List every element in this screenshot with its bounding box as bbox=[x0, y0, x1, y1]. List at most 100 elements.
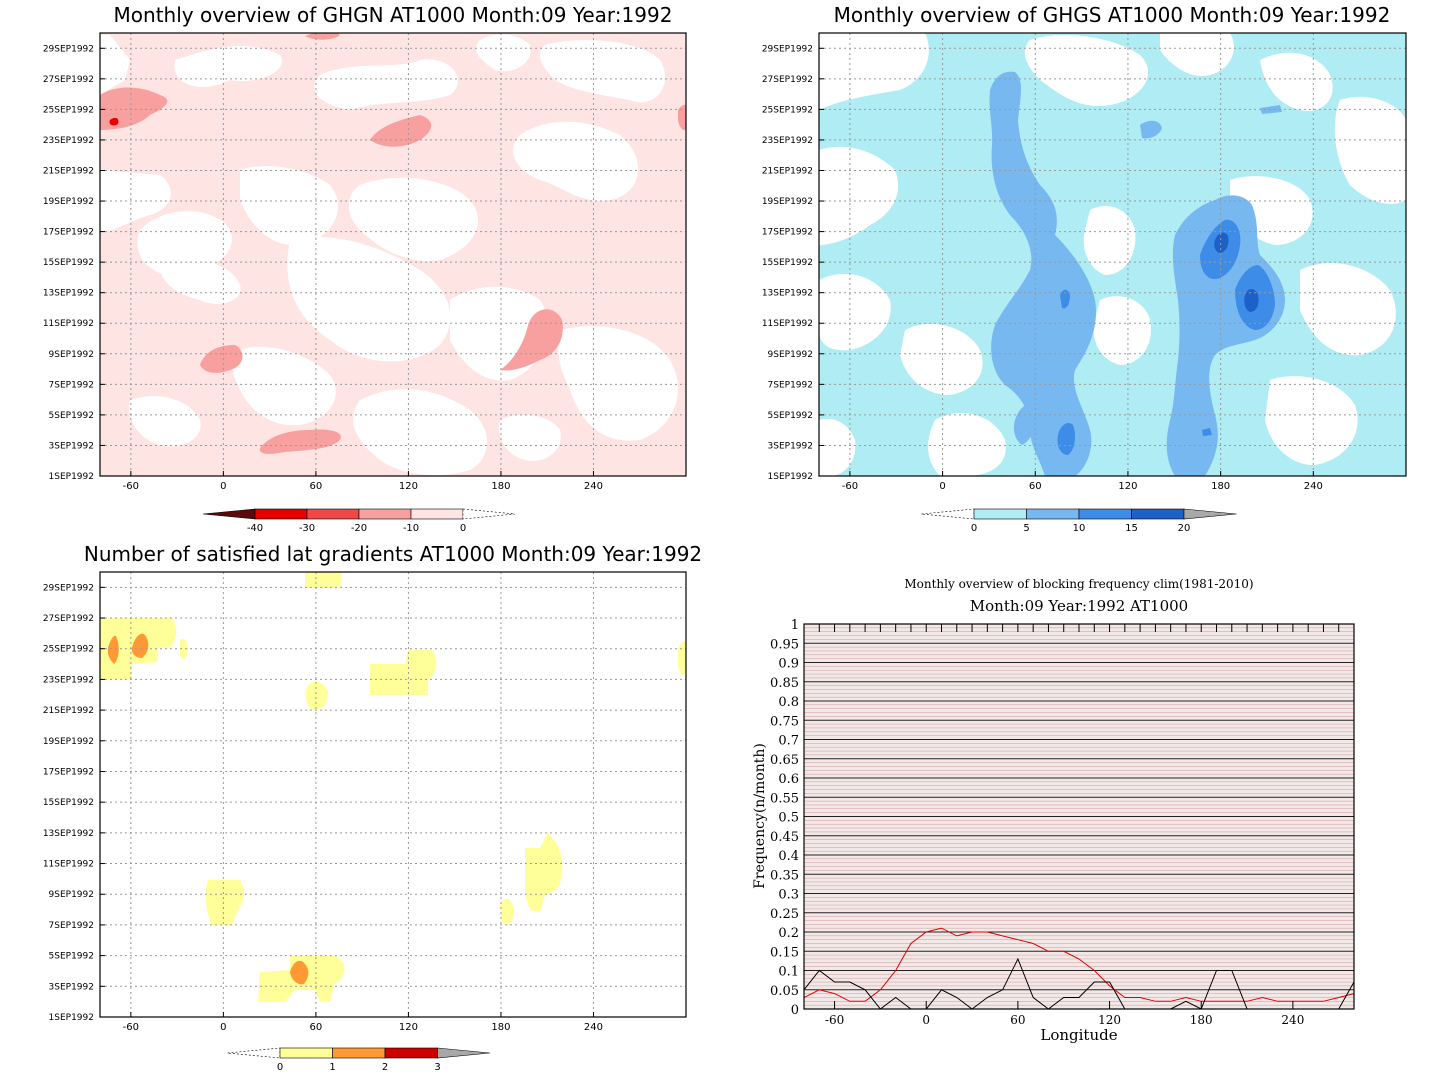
ghgs-colorbar: 0 5 10 15 20 bbox=[921, 508, 1237, 534]
x-tick-label: 120 bbox=[399, 1022, 418, 1033]
colorbar-label: 5 bbox=[1023, 523, 1029, 534]
x-tick-label: 240 bbox=[1304, 481, 1323, 492]
y-tick-label: 11SEP1992 bbox=[43, 319, 94, 329]
ghgn-y-axis: 1SEP1992 3SEP1992 5SEP1992 7SEP1992 9SEP1992… bbox=[43, 44, 105, 482]
freq-series bbox=[804, 927, 1354, 1009]
x-tick-label: 0 bbox=[220, 1022, 226, 1033]
y-tick-label: 13SEP1992 bbox=[43, 829, 94, 839]
lat-background-fill bbox=[100, 572, 686, 1017]
colorbar-right-triangle bbox=[437, 1047, 491, 1059]
x-tick-label: 240 bbox=[584, 481, 603, 492]
freq-y-tick-label: 0.6 bbox=[778, 772, 799, 787]
freq-x-tick-label: 240 bbox=[1281, 1013, 1304, 1027]
colorbar-segment bbox=[1026, 508, 1080, 520]
y-tick-label: 9SEP1992 bbox=[49, 350, 94, 360]
colorbar-label: 0 bbox=[277, 1062, 283, 1073]
freq-y-tick-label: 0.1 bbox=[778, 965, 799, 980]
colorbar-label: -10 bbox=[403, 523, 419, 534]
panel-lat-gradients: Number of satisfied lat gradients AT1000… bbox=[43, 542, 702, 1073]
x-tick-label: 240 bbox=[584, 1022, 603, 1033]
y-tick-label: 3SEP1992 bbox=[49, 441, 94, 451]
freq-y-tick-label: 0.5 bbox=[778, 811, 799, 826]
x-tick-label: -60 bbox=[123, 481, 139, 492]
y-tick-label: 7SEP1992 bbox=[49, 921, 94, 931]
y-tick-label: 3SEP1992 bbox=[49, 982, 94, 992]
panel-ghgs: Monthly overview of GHGS AT1000 Month:09… bbox=[762, 3, 1407, 534]
y-tick-label: 3SEP1992 bbox=[768, 441, 813, 451]
colorbar-segment bbox=[279, 1047, 333, 1059]
colorbar-left-triangle bbox=[202, 508, 256, 520]
ghgs-level-15-areas bbox=[1214, 232, 1259, 312]
y-tick-label: 7SEP1992 bbox=[49, 380, 94, 390]
panel-ghgn: Monthly overview of GHGN AT1000 Month:09… bbox=[43, 3, 687, 534]
colorbar-segment bbox=[384, 1047, 438, 1059]
colorbar-right-triangle bbox=[1183, 508, 1237, 520]
colorbar-left-triangle bbox=[921, 508, 975, 520]
y-tick-label: 19SEP1992 bbox=[43, 197, 94, 207]
freq-title: Monthly overview of blocking frequency c… bbox=[904, 577, 1253, 591]
lat-plot-frame bbox=[99, 571, 687, 1018]
freq-climatology-line bbox=[804, 927, 1354, 1002]
y-tick-label: 15SEP1992 bbox=[43, 258, 94, 268]
colorbar-label: 0 bbox=[460, 523, 466, 534]
x-tick-label: 60 bbox=[310, 1022, 323, 1033]
x-tick-label: 180 bbox=[491, 481, 510, 492]
ghgn-negative-areas bbox=[100, 33, 686, 454]
freq-y-tick-label: 0.95 bbox=[770, 637, 799, 652]
y-tick-label: 5SEP1992 bbox=[49, 952, 94, 962]
freq-y-axis-label: Frequency(n/month) bbox=[752, 743, 768, 889]
colorbar-segment bbox=[332, 1047, 386, 1059]
freq-y-tick-label: 0.45 bbox=[770, 830, 799, 845]
colorbar-label: 10 bbox=[1073, 523, 1086, 534]
x-tick-label: -60 bbox=[123, 1022, 139, 1033]
freq-y-tick-label: 0.55 bbox=[770, 791, 799, 806]
freq-x-tick-label: 0 bbox=[922, 1013, 930, 1027]
lat-title: Number of satisfied lat gradients AT1000… bbox=[84, 542, 702, 566]
y-tick-label: 1SEP1992 bbox=[49, 472, 94, 482]
colorbar-label: 1 bbox=[329, 1062, 335, 1073]
ghgs-plot-frame bbox=[818, 32, 1407, 477]
y-tick-label: 17SEP1992 bbox=[43, 767, 94, 777]
freq-x-tick-label: 120 bbox=[1098, 1013, 1121, 1027]
y-tick-label: 29SEP1992 bbox=[762, 44, 813, 54]
freq-y-tick-label: 0.85 bbox=[770, 676, 799, 691]
colorbar-segment bbox=[410, 508, 464, 520]
colorbar-label: 3 bbox=[434, 1062, 440, 1073]
y-tick-label: 11SEP1992 bbox=[43, 860, 94, 870]
y-tick-label: 25SEP1992 bbox=[43, 105, 94, 115]
y-tick-label: 27SEP1992 bbox=[43, 614, 94, 624]
y-tick-label: 19SEP1992 bbox=[762, 197, 813, 207]
freq-y-tick-label: 0.2 bbox=[778, 926, 799, 941]
y-tick-label: 21SEP1992 bbox=[43, 166, 94, 176]
y-tick-label: 15SEP1992 bbox=[43, 798, 94, 808]
y-tick-label: 15SEP1992 bbox=[762, 258, 813, 268]
freq-subtitle: Month:09 Year:1992 AT1000 bbox=[970, 597, 1188, 615]
y-tick-label: 11SEP1992 bbox=[762, 319, 813, 329]
y-tick-label: 13SEP1992 bbox=[43, 289, 94, 299]
y-tick-label: 5SEP1992 bbox=[49, 411, 94, 421]
freq-y-tick-label: 0.35 bbox=[770, 868, 799, 883]
y-tick-label: 9SEP1992 bbox=[768, 350, 813, 360]
ghgn-x-axis: -60 0 60 120 180 240 bbox=[123, 471, 603, 492]
freq-y-tick-label: 0.25 bbox=[770, 907, 799, 922]
colorbar-label: -40 bbox=[247, 523, 263, 534]
colorbar-label: 15 bbox=[1125, 523, 1138, 534]
ghgn-colorbar: -40 -30 -20 -10 0 bbox=[202, 508, 516, 534]
freq-y-tick-label: 0.7 bbox=[778, 734, 799, 749]
colorbar-segment bbox=[306, 508, 360, 520]
colorbar-segment bbox=[1078, 508, 1132, 520]
y-tick-label: 5SEP1992 bbox=[768, 411, 813, 421]
ghgn-title: Monthly overview of GHGN AT1000 Month:09… bbox=[114, 3, 673, 27]
freq-y-axis: 0 0.05 0.1 0.15 0.2 0.25 0.3 0.35 0.4 0.45 0.5 0.55… bbox=[770, 618, 799, 1018]
ghgs-field bbox=[819, 33, 1406, 476]
x-tick-label: 0 bbox=[939, 481, 945, 492]
colorbar-right-triangle bbox=[462, 508, 516, 520]
colorbar-label: 20 bbox=[1178, 523, 1191, 534]
y-tick-label: 1SEP1992 bbox=[768, 472, 813, 482]
lat-x-axis: -60 0 60 120 180 240 bbox=[123, 1012, 603, 1033]
freq-x-tick-label: -60 bbox=[825, 1013, 844, 1027]
ghgn-grid bbox=[100, 33, 686, 476]
freq-x-tick-label: 180 bbox=[1190, 1013, 1213, 1027]
freq-year-line bbox=[804, 957, 1354, 1009]
panel-blocking-frequency: Monthly overview of blocking frequency c… bbox=[752, 577, 1355, 1044]
